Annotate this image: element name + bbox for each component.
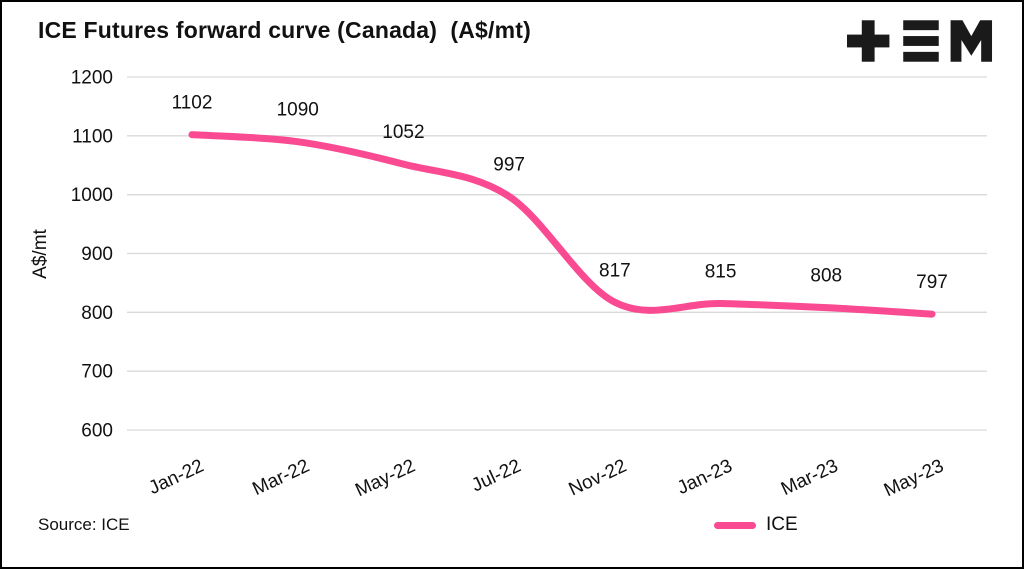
data-label: 1090 [277, 100, 319, 121]
line-chart: 600 700 800 900 1000 1100 1200 A$/mt Jan-22 Mar-2… [30, 68, 987, 501]
x-tick-label: Jan-22 [146, 455, 208, 499]
series-line-ice [188, 131, 936, 318]
y-axis-label: A$/mt [30, 228, 51, 278]
x-tick-label: May-23 [881, 455, 947, 501]
x-tick-label: Mar-23 [778, 455, 841, 499]
data-label: 997 [493, 154, 525, 175]
data-label: 797 [916, 272, 948, 293]
data-label: 808 [810, 266, 842, 287]
data-labels: 1102 1090 1052 997 817 815 808 797 [172, 93, 948, 293]
x-tick-label: Jul-22 [468, 455, 524, 496]
x-tick-label: Nov-22 [566, 455, 630, 500]
chart-title: ICE Futures forward curve (Canada) (A$/m… [38, 17, 531, 43]
y-tick-label: 700 [81, 362, 113, 383]
data-label: 1052 [382, 122, 424, 143]
y-tick-label: 1000 [71, 185, 113, 206]
x-axis-tick-labels: Jan-22 Mar-22 May-22 Jul-22 Nov-22 Jan-23 Mar-… [146, 455, 948, 501]
legend: ICE [714, 514, 798, 536]
x-tick-label: Jan-23 [674, 455, 736, 499]
y-tick-label: 900 [81, 244, 113, 265]
x-tick-label: Mar-22 [249, 455, 312, 499]
legend-label: ICE [766, 514, 798, 535]
data-label: 817 [599, 260, 631, 281]
y-tick-label: 600 [81, 421, 113, 442]
source-text: Source: ICE [38, 515, 130, 534]
y-tick-label: 1200 [71, 68, 113, 89]
legend-line-swatch [714, 521, 756, 529]
y-tick-label: 1100 [72, 126, 113, 147]
tem-logo [846, 20, 993, 62]
gridlines [127, 76, 987, 431]
y-axis-tick-labels: 600 700 800 900 1000 1100 1200 [71, 68, 113, 442]
x-tick-label: May-22 [352, 455, 418, 501]
data-label: 815 [705, 262, 737, 283]
y-tick-label: 800 [81, 303, 113, 324]
data-label: 1102 [172, 93, 213, 114]
